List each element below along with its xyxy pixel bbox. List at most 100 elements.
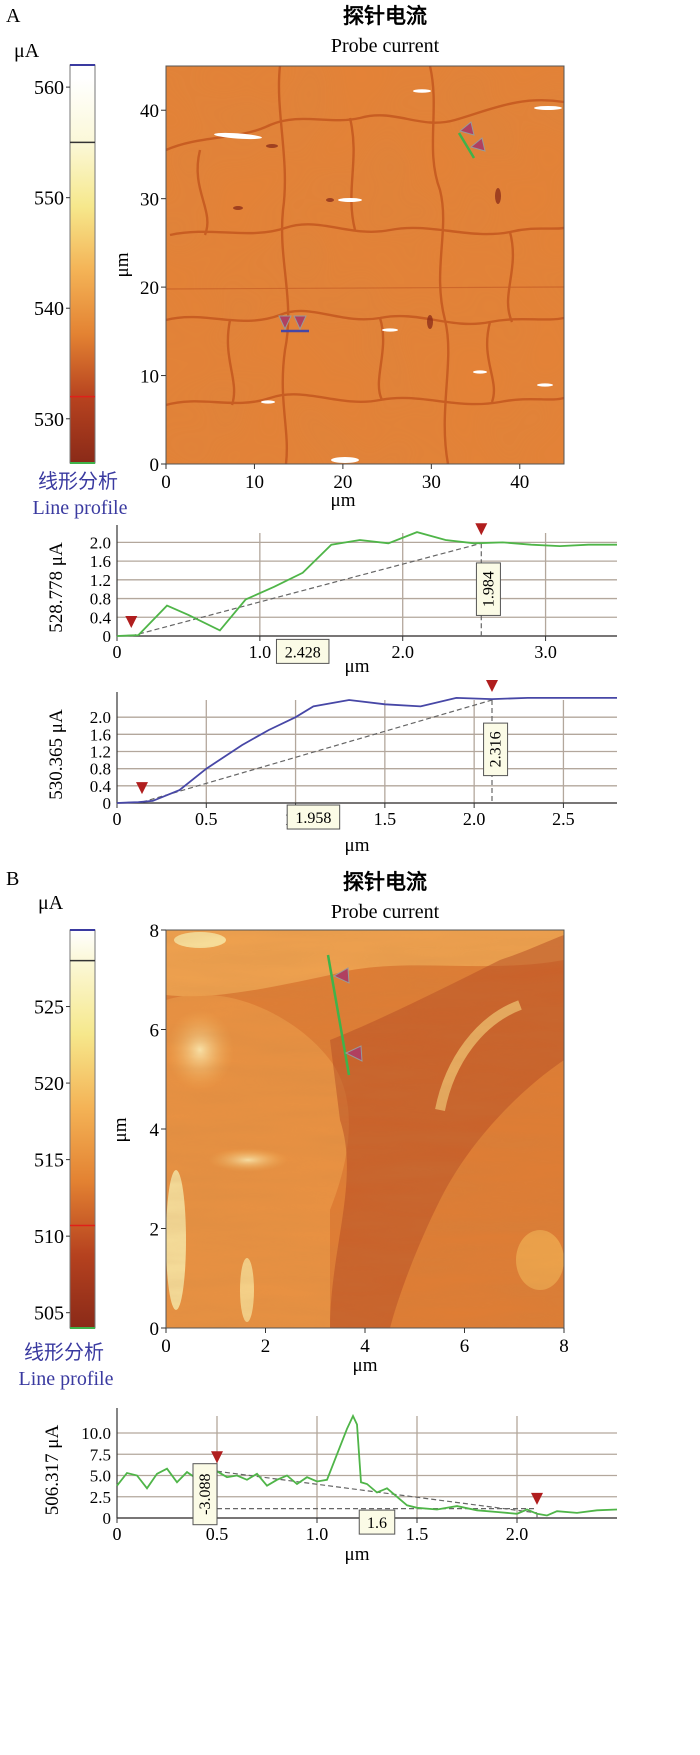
profile-xtick-label: 2.0 xyxy=(463,809,486,829)
panel-b-line-profile-cn: 线形分析 xyxy=(24,1340,104,1364)
panel-a-line-profile-en: Line profile xyxy=(33,497,128,519)
panel-b-profile-marker xyxy=(344,1045,363,1062)
profile-cursor-marker[interactable] xyxy=(211,1451,223,1464)
profile-annotation: 1.6 xyxy=(367,1515,387,1532)
profile-xtick-label: 0.5 xyxy=(195,809,218,829)
profile-annotation-box xyxy=(286,804,341,830)
profile-series-line xyxy=(116,1413,618,1517)
panel_a-colorbar-tick-label: 540 xyxy=(34,298,64,320)
panel_a-map-ytick-label: 20 xyxy=(140,278,159,299)
panel_b-colorbar-tick-label: 520 xyxy=(34,1073,64,1095)
panel_b-map-ytick-label: 8 xyxy=(150,921,160,942)
panel_a-map-ytick-label: 0 xyxy=(150,455,160,476)
profile-cursor-marker[interactable] xyxy=(531,1492,543,1505)
profile-ytick-label: 0.4 xyxy=(90,777,112,796)
panel-b-current-map: 0 2 4 6 8 0 2 4 6 8 μm μm xyxy=(110,921,569,1376)
panel_b-map-ytick-label: 0 xyxy=(150,1319,160,1340)
profile-ytick-label: 1.6 xyxy=(90,725,111,744)
panel-a-profile-line-green xyxy=(457,132,476,159)
profile-marker-connector xyxy=(141,699,493,803)
profile-ytick-label: 0 xyxy=(103,627,112,646)
panel-a-map-ylabel: μm xyxy=(112,252,133,277)
panel-b-map-ylabel: μm xyxy=(110,1117,131,1142)
profile-xlabel: μm xyxy=(345,1544,370,1565)
panel_a-map-xtick-label: 30 xyxy=(422,472,441,493)
panel-b-letter: B xyxy=(6,868,19,890)
panel_b-colorbar-tick-label: 505 xyxy=(34,1303,64,1325)
panel-b-profile-line-green xyxy=(326,954,351,1076)
profile-ytick-label: 2.5 xyxy=(90,1488,111,1507)
panel-a-bright-spots xyxy=(214,89,562,463)
profile-chart-2: 00.40.81.21.62.000.51.01.52.02.5μm530.36… xyxy=(46,680,617,856)
profile-xtick-label: 0 xyxy=(113,1524,122,1544)
panel-b-map-texture xyxy=(166,930,564,1328)
profile-ytick-label: 0 xyxy=(103,1509,112,1528)
profile-ylabel: 530.365 μA xyxy=(46,709,67,800)
profile-xtick-label: 0 xyxy=(113,642,122,662)
profile-xtick-label: 1.5 xyxy=(406,1524,429,1544)
panel_a-map-xtick-label: 20 xyxy=(333,472,352,493)
profile-annotation-box xyxy=(192,1463,218,1526)
panel-a-profile-lines xyxy=(278,121,486,333)
profile-series-line xyxy=(116,531,617,637)
profile-xtick-label: 0.5 xyxy=(206,1524,229,1544)
panel-a-letter: A xyxy=(6,5,21,27)
panel-b-line-profile-en: Line profile xyxy=(19,1368,114,1390)
panel-a-profile-marker xyxy=(293,315,307,331)
profile-cursor-marker[interactable] xyxy=(125,616,138,628)
panel-a-line-profile-cn: 线形分析 xyxy=(38,469,118,493)
profile-xtick-label: 0 xyxy=(113,809,122,829)
panel-a-title-cn: 探针电流 xyxy=(343,4,427,28)
profile-cursor-marker[interactable] xyxy=(475,523,488,536)
panel_a-map-xtick-label: 0 xyxy=(161,472,171,493)
profile-ytick-label: 10.0 xyxy=(81,1424,111,1443)
profile-ytick-label: 0 xyxy=(103,794,112,813)
profile-series-line xyxy=(116,696,617,804)
panel-b-profile-lines xyxy=(326,954,363,1076)
panel_b-map-xtick-label: 6 xyxy=(460,1336,470,1357)
profile-xtick-label: 2.0 xyxy=(506,1524,529,1544)
profile-ytick-label: 7.5 xyxy=(90,1445,111,1464)
profile-annotation: 1.958 xyxy=(295,810,331,827)
panel-b-colorbar: μA 525 520 515 510 505 xyxy=(34,892,96,1329)
profile-marker-connector xyxy=(131,542,482,637)
profile-cursor-marker[interactable] xyxy=(486,680,498,692)
panel_b-map-ytick-label: 2 xyxy=(150,1220,160,1241)
profile-ytick-label: 0.4 xyxy=(90,608,112,627)
panel-a-colorbar-unit: μA xyxy=(14,40,40,62)
panel-b-map-xlabel: μm xyxy=(353,1355,378,1376)
panel_b-colorbar-tick-label: 510 xyxy=(34,1226,64,1248)
panel-a-scan-line xyxy=(165,286,565,290)
panel-b-colorbar-unit: μA xyxy=(38,892,64,914)
profile-ytick-label: 0.8 xyxy=(90,760,111,779)
profile-xtick-label: 1.5 xyxy=(374,809,397,829)
profile-ylabel: 506.317 μA xyxy=(42,1425,63,1516)
panel-a-profile-marker xyxy=(458,121,475,136)
panel_b-map-xtick-label: 2 xyxy=(261,1336,271,1357)
profile-cursor-marker[interactable] xyxy=(136,782,148,795)
profile-xtick-label: 2.5 xyxy=(552,809,575,829)
panel-a-map-texture xyxy=(166,66,564,464)
panel-a-current-map: 0 10 20 30 40 0 10 20 30 40 μm μm xyxy=(112,65,565,511)
panel_a-map-ytick-label: 40 xyxy=(140,101,159,122)
panel_b-map-xtick-label: 4 xyxy=(360,1336,370,1357)
profile-annotation-box xyxy=(483,722,509,777)
profile-annotation-box xyxy=(358,1509,396,1535)
profile-xtick-label: 1.0 xyxy=(249,642,272,662)
panel_b-map-xtick-label: 0 xyxy=(161,1336,171,1357)
profile-ylabel: 528.778 μA xyxy=(46,542,67,633)
panel_a-colorbar-scale xyxy=(69,64,96,464)
panel_b-map-ytick-label: 4 xyxy=(150,1120,160,1141)
profile-ytick-label: 2.0 xyxy=(90,533,111,552)
panel-b-profile-marker xyxy=(332,967,350,984)
panel_a-map-xtick-label: 10 xyxy=(245,472,264,493)
profile-ytick-label: 0.8 xyxy=(90,590,111,609)
profile-annotation: -3.088 xyxy=(197,1474,214,1515)
profile-annotation: 1.984 xyxy=(480,571,497,607)
profile-ytick-label: 5.0 xyxy=(90,1467,111,1486)
profile-ytick-label: 1.2 xyxy=(90,743,111,762)
profile-xlabel: μm xyxy=(345,656,370,677)
panel_a-map-ytick-label: 10 xyxy=(140,367,159,388)
